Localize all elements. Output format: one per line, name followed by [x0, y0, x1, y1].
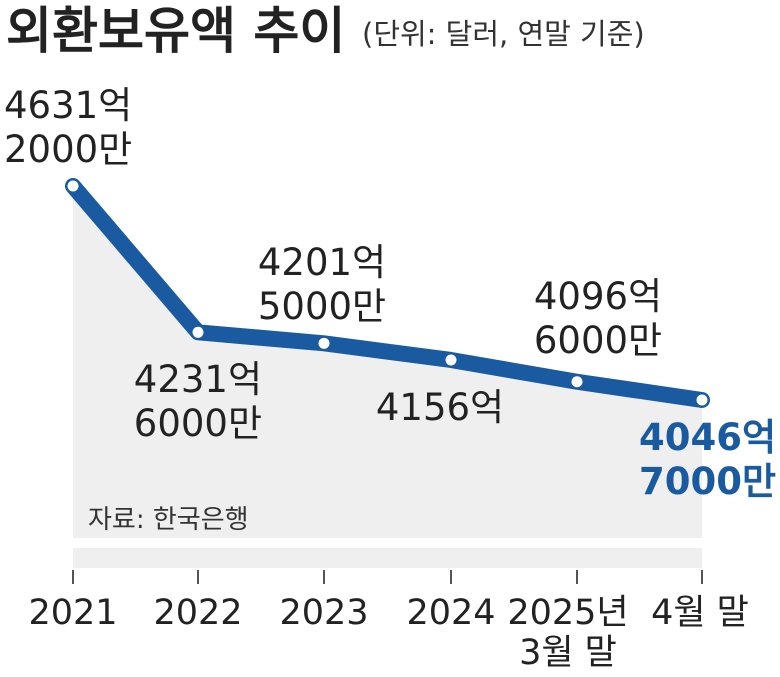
data-label-line: 6000만 — [134, 402, 262, 445]
data-point — [67, 180, 79, 192]
data-label-line: 4231억 — [134, 358, 262, 401]
data-label-line: 6000만 — [534, 319, 662, 362]
x-tick-label-line: 2021 — [28, 593, 117, 633]
x-tick-label-line: 2022 — [153, 593, 242, 633]
x-tick-label-line: 2024 — [406, 593, 495, 633]
x-tick-label: 2023 — [279, 593, 368, 633]
chart-title: 외환보유액 추이 — [6, 2, 345, 60]
x-tick-label: 2024 — [406, 593, 495, 633]
x-tick-label: 4월 말 — [651, 593, 749, 633]
x-tick-label-line: 2025년 — [507, 593, 628, 633]
data-label: 4096억 6000만 — [534, 275, 662, 362]
x-tick-label-line: 2023 — [279, 593, 368, 633]
data-label: 4631억 2000만 — [4, 84, 132, 171]
data-label-line: 4096억 — [534, 275, 662, 318]
data-label: 4046억 7000만 — [639, 416, 776, 503]
x-tick-label-line: 3월 말 — [519, 633, 617, 673]
data-point — [192, 326, 204, 338]
data-point — [445, 354, 457, 366]
chart-subtitle: (단위: 달러, 연말 기준) — [362, 17, 645, 51]
x-tick-label: 2022 — [153, 593, 242, 633]
x-axis-band — [73, 548, 702, 568]
data-label-line: 5000만 — [258, 285, 386, 328]
data-point — [318, 337, 330, 349]
data-label: 4231억 6000만 — [134, 358, 262, 445]
data-label-line: 4156억 — [376, 386, 504, 429]
data-label-line: 4631억 — [4, 84, 132, 127]
x-tick-label: 2021 — [28, 593, 117, 633]
data-label-line: 4201억 — [258, 241, 386, 284]
data-label-line: 2000만 — [4, 128, 132, 171]
source-note: 자료: 한국은행 — [88, 505, 249, 535]
data-point — [696, 394, 708, 406]
data-label: 4201억 5000만 — [258, 241, 386, 328]
area-fill — [73, 186, 702, 538]
x-tick-label: 2025년 3월 말 — [507, 593, 628, 673]
data-label-line: 7000만 — [639, 460, 776, 503]
data-point — [571, 376, 583, 388]
data-label-line: 4046억 — [639, 416, 776, 459]
series-line — [65, 178, 710, 408]
data-label: 4156억 — [376, 386, 504, 429]
x-tick-label-line: 4월 말 — [651, 593, 749, 633]
